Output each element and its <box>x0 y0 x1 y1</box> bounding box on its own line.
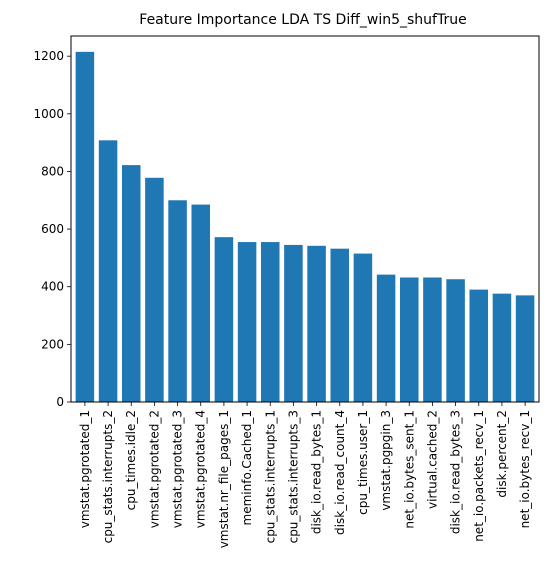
x-tick-label: meminfo.Cached_1 <box>240 410 254 525</box>
y-tick-label: 200 <box>41 337 64 351</box>
bar-6 <box>215 237 234 402</box>
bar-4 <box>168 200 187 402</box>
x-tick-label: vmstat.nr_file_pages_1 <box>217 410 231 548</box>
x-tick-label: vmstat.pgpgin_3 <box>379 410 393 511</box>
x-tick-label: net_io.packets_recv_1 <box>472 410 486 542</box>
y-axis: 0 200 400 600 800 1000 1200 <box>33 49 71 409</box>
chart-title: Feature Importance LDA TS Diff_win5_shuf… <box>139 12 466 28</box>
x-tick-label: net_io.bytes_sent_1 <box>402 410 416 529</box>
x-tick-label: virtual.cached_2 <box>425 410 439 509</box>
x-tick-label: vmstat.pgrotated_3 <box>171 410 185 528</box>
y-tick-label: 800 <box>41 164 64 178</box>
x-tick-label: cpu_times.idle_2 <box>124 410 138 510</box>
x-tick-label: disk.percent_2 <box>495 410 509 498</box>
bar-12 <box>354 254 373 402</box>
bar-10 <box>307 246 326 402</box>
bar-16 <box>446 279 465 402</box>
bar-3 <box>145 178 164 402</box>
x-tick-label: disk_io.read_count_4 <box>333 410 347 535</box>
bar-13 <box>377 275 396 402</box>
bar-17 <box>470 290 489 402</box>
bar-2 <box>122 165 141 402</box>
y-tick-label: 1200 <box>33 49 64 63</box>
bar-8 <box>261 242 280 402</box>
x-tick-label: disk_io.read_bytes_3 <box>449 410 463 534</box>
bar-9 <box>284 245 303 402</box>
bar-1 <box>99 140 118 402</box>
bar-19 <box>516 295 535 402</box>
y-tick-label: 0 <box>56 395 64 409</box>
x-tick-label: disk_io.read_bytes_1 <box>310 410 324 534</box>
x-axis: vmstat.pgrotated_1 cpu_stats.interrupts_2… <box>78 402 532 548</box>
bar-7 <box>238 242 257 402</box>
x-tick-label: cpu_stats.interrupts_2 <box>101 410 115 543</box>
bar-18 <box>493 294 512 402</box>
x-tick-label: cpu_stats.interrupts_3 <box>286 410 300 543</box>
bar-11 <box>330 249 349 402</box>
x-tick-label: vmstat.pgrotated_1 <box>78 410 92 528</box>
y-tick-label: 1000 <box>33 107 64 121</box>
bar-14 <box>400 278 419 403</box>
bars-group <box>76 52 535 402</box>
x-tick-label: vmstat.pgrotated_4 <box>194 410 208 528</box>
bar-5 <box>191 205 210 402</box>
y-tick-label: 400 <box>41 280 64 294</box>
bar-0 <box>76 52 95 402</box>
x-tick-label: cpu_times.user_1 <box>356 410 370 515</box>
x-tick-label: net_io.bytes_recv_1 <box>518 410 532 528</box>
bar-15 <box>423 278 442 403</box>
y-tick-label: 600 <box>41 222 64 236</box>
x-tick-label: vmstat.pgrotated_2 <box>147 410 161 528</box>
x-tick-label: cpu_stats.interrupts_1 <box>263 410 277 543</box>
plot-frame <box>71 36 539 402</box>
